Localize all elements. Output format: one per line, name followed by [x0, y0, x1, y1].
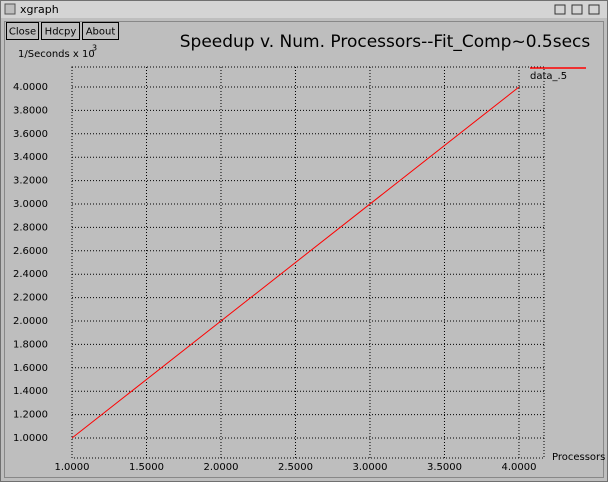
x-tick-label: 4.0000: [501, 462, 536, 473]
y-tick-label: 1.8000: [13, 339, 48, 350]
y-axis-label-exponent: 3: [92, 44, 97, 53]
x-tick-label: 3.0000: [352, 462, 387, 473]
button-label[interactable]: About: [86, 27, 116, 38]
y-tick-label: 1.4000: [13, 386, 48, 397]
y-tick-label: 3.8000: [13, 105, 48, 116]
y-tick-label: 3.4000: [13, 152, 48, 163]
minimize-button[interactable]: [554, 4, 566, 15]
data-line: [71, 86, 520, 439]
y-tick-label: 4.0000: [13, 82, 48, 93]
x-tick-label: 2.0000: [203, 462, 238, 473]
y-tick-label: 2.8000: [13, 222, 48, 233]
button-face[interactable]: [82, 22, 119, 40]
chart-title: Speedup v. Num. Processors--Fit_Comp~0.5…: [180, 32, 591, 52]
button[interactable]: Close: [6, 22, 39, 40]
legend-label: data_.5: [530, 71, 567, 82]
x-tick-label: 1.5000: [129, 462, 164, 473]
y-tick-label: 3.0000: [13, 199, 48, 210]
button[interactable]: About: [82, 22, 119, 40]
plot-panel: [4, 21, 604, 478]
button-label[interactable]: Close: [9, 27, 36, 38]
window-menu-icon[interactable]: [4, 3, 16, 15]
x-tick-label: 2.5000: [278, 462, 313, 473]
button[interactable]: Hdcpy: [41, 22, 80, 40]
y-tick-label: 3.6000: [13, 129, 48, 140]
y-axis-label: 1/Seconds x 10: [18, 49, 95, 60]
y-tick-label: 2.6000: [13, 246, 48, 257]
button-face[interactable]: [6, 22, 39, 40]
title-bar: [1, 1, 607, 18]
y-tick-label: 1.6000: [13, 363, 48, 374]
y-tick-label: 1.0000: [13, 433, 48, 444]
y-tick-label: 3.2000: [13, 176, 48, 187]
button-face[interactable]: [41, 22, 80, 40]
y-tick-label: 2.0000: [13, 316, 48, 327]
x-tick-label: 3.5000: [427, 462, 462, 473]
button-label[interactable]: Hdcpy: [45, 27, 77, 38]
y-tick-label: 1.2000: [13, 410, 48, 421]
y-tick-label: 2.4000: [13, 269, 48, 280]
x-axis-label: Processors: [552, 452, 605, 463]
x-tick-label: 1.0000: [55, 462, 90, 473]
window-title: xgraph: [20, 3, 59, 16]
y-tick-label: 2.2000: [13, 293, 48, 304]
maximize-button[interactable]: [571, 4, 583, 15]
close-window-button[interactable]: [588, 4, 600, 15]
